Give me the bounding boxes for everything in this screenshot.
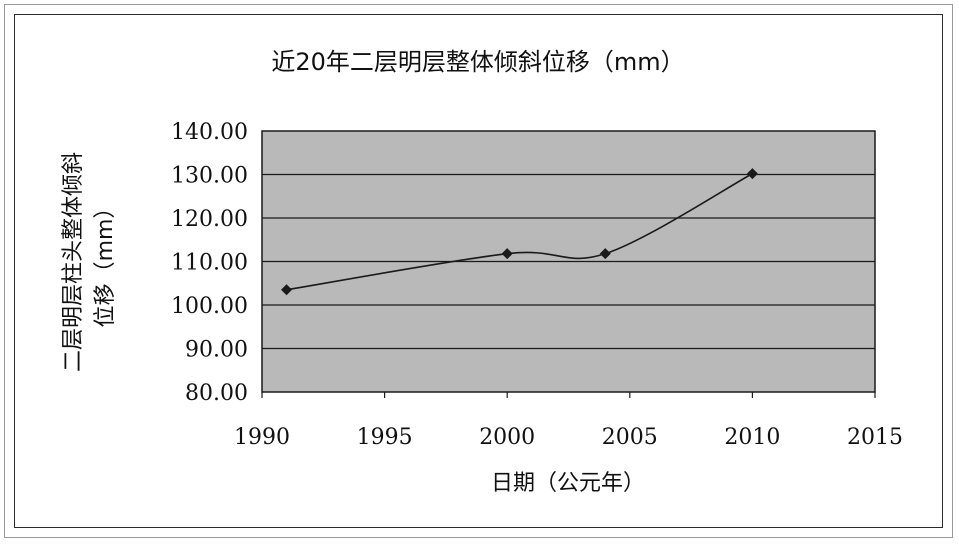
x-tick-label: 1995 [357, 425, 413, 450]
y-tick-label: 130.00 [171, 164, 248, 189]
x-tick-label: 2015 [847, 425, 903, 450]
x-tick-label: 2005 [602, 425, 658, 450]
series-line [286, 172, 753, 291]
data-point-marker [599, 248, 611, 260]
y-axis-ticks: 80.00 90.00 100.00 110.00 120.00 130.00 140.00 [171, 120, 248, 406]
y-tick-label: 120.00 [171, 207, 248, 232]
chart-title: 近20年二层明层整体倾斜位移（mm） [271, 48, 684, 76]
gridlines [262, 173, 875, 350]
y-axis-label-line-2: 位移（mm） [93, 197, 118, 328]
data-point-marker [281, 284, 293, 296]
x-tick-label: 1990 [234, 425, 290, 450]
data-point-marker [501, 248, 513, 260]
data-point-marker [746, 168, 758, 180]
x-tick-label: 2010 [724, 425, 780, 450]
x-tick-label: 2000 [479, 425, 535, 450]
y-tick-label: 90.00 [185, 338, 248, 363]
y-tick-label: 100.00 [171, 294, 248, 319]
y-tick-label: 80.00 [185, 381, 248, 406]
x-axis-ticks: 1990 1995 2000 2005 2010 2015 [234, 392, 903, 450]
series-group [281, 168, 758, 296]
x-axis-label: 日期（公元年） [491, 471, 645, 496]
y-tick-label: 110.00 [171, 251, 248, 276]
y-axis-label-line-1: 二层明层柱头整体倾斜 [61, 152, 86, 372]
y-tick-label: 140.00 [171, 120, 248, 145]
